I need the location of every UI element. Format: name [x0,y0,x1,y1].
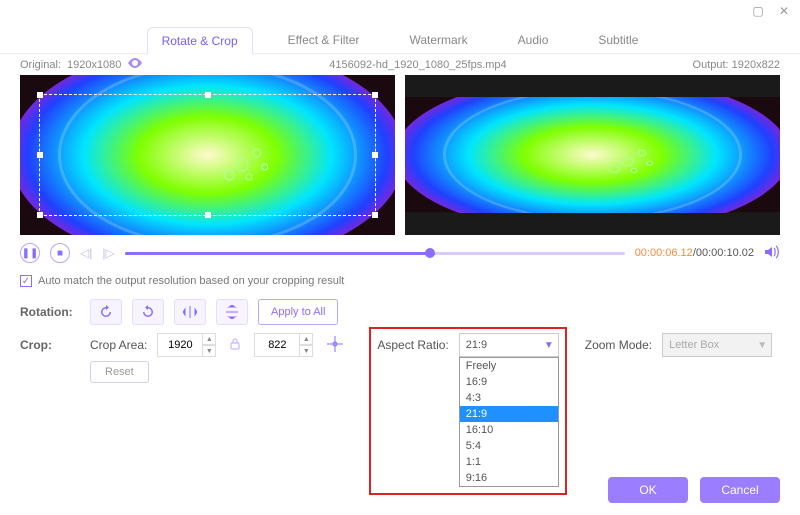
crop-handle[interactable] [372,92,378,98]
seek-slider[interactable] [125,252,625,255]
chevron-down-icon: ▼ [757,340,767,351]
aspect-ratio-dropdown[interactable]: Freely16:94:321:916:105:41:19:16 [459,357,559,487]
rotate-left-button[interactable] [90,299,122,325]
aspect-option[interactable]: 1:1 [460,454,558,470]
original-label: Original: [20,59,61,71]
titlebar: ▢ ✕ [0,0,800,22]
tab-watermark[interactable]: Watermark [394,26,482,53]
rotate-right-button[interactable] [132,299,164,325]
original-value: 1920x1080 [67,59,121,71]
auto-match-checkbox[interactable]: ✓ [20,275,32,287]
info-row: Original: 1920x1080 4156092-hd_1920_1080… [0,54,800,75]
close-button[interactable]: ✕ [778,5,790,17]
tab-audio[interactable]: Audio [503,26,564,53]
crop-width-input[interactable] [157,333,203,357]
crop-handle[interactable] [37,152,43,158]
crop-width-down[interactable]: ▼ [202,345,216,357]
chevron-down-icon: ▼ [544,340,554,351]
preview-output [405,75,780,235]
aspect-ratio-label: Aspect Ratio: [377,338,448,352]
aspect-option[interactable]: 4:3 [460,390,558,406]
aspect-option[interactable]: 16:10 [460,422,558,438]
zoom-mode-select[interactable]: Letter Box ▼ [662,333,772,357]
volume-icon[interactable] [764,245,780,262]
aspect-option[interactable]: 9:16 [460,470,558,486]
auto-match-label: Auto match the output resolution based o… [38,275,344,287]
zoom-mode-label: Zoom Mode: [585,338,652,352]
time-current: 00:00:06.12 [635,247,693,259]
crop-height-up[interactable]: ▲ [299,333,313,345]
prev-frame-button[interactable]: ◁| [80,246,92,260]
crop-label: Crop: [20,338,80,352]
aspect-ratio-select[interactable]: 21:9 ▼ Freely16:94:321:916:105:41:19:16 [459,333,559,357]
tab-bar: Rotate & Crop Effect & Filter Watermark Aud… [0,22,800,54]
reset-button[interactable]: Reset [90,361,149,383]
pause-button[interactable]: ❚❚ [20,243,40,263]
aspect-option[interactable]: 21:9 [460,406,558,422]
crop-width-up[interactable]: ▲ [202,333,216,345]
aspect-option[interactable]: 16:9 [460,374,558,390]
next-frame-button[interactable]: |▷ [102,246,114,260]
crop-handle[interactable] [205,92,211,98]
time-display: 00:00:06.12/00:00:10.02 [635,247,754,259]
time-total: 00:00:10.02 [696,247,754,259]
crop-handle[interactable] [37,212,43,218]
crop-height-down[interactable]: ▼ [299,345,313,357]
filename-label: 4156092-hd_1920_1080_25fps.mp4 [143,59,692,71]
aspect-option[interactable]: Freely [460,358,558,374]
output-value: 1920x822 [732,59,780,71]
crop-height-input[interactable] [254,333,300,357]
tab-subtitle[interactable]: Subtitle [583,26,653,53]
maximize-button[interactable]: ▢ [752,5,764,17]
preview-original[interactable] [20,75,395,235]
crop-selection[interactable] [39,94,377,216]
tab-effect-filter[interactable]: Effect & Filter [273,26,375,53]
apply-to-all-button[interactable]: Apply to All [258,299,338,325]
center-crop-icon[interactable] [323,336,347,355]
playback-controls: ❚❚ ■ ◁| |▷ 00:00:06.12/00:00:10.02 [0,235,800,271]
tab-rotate-crop[interactable]: Rotate & Crop [147,27,253,54]
lock-ratio-icon[interactable] [226,338,244,353]
aspect-option[interactable]: 5:4 [460,438,558,454]
zoom-mode-value: Letter Box [669,339,719,351]
stop-button[interactable]: ■ [50,243,70,263]
flip-vertical-button[interactable] [216,299,248,325]
crop-handle[interactable] [205,212,211,218]
preview-art [405,97,780,212]
crop-handle[interactable] [372,212,378,218]
eye-icon[interactable] [127,58,143,71]
ok-button[interactable]: OK [608,477,688,503]
rotation-label: Rotation: [20,305,80,319]
aspect-ratio-value: 21:9 [466,339,487,351]
crop-area-label: Crop Area: [90,338,147,352]
output-label: Output: [693,59,729,71]
cancel-button[interactable]: Cancel [700,477,780,503]
flip-horizontal-button[interactable] [174,299,206,325]
crop-handle[interactable] [372,152,378,158]
crop-handle[interactable] [37,92,43,98]
